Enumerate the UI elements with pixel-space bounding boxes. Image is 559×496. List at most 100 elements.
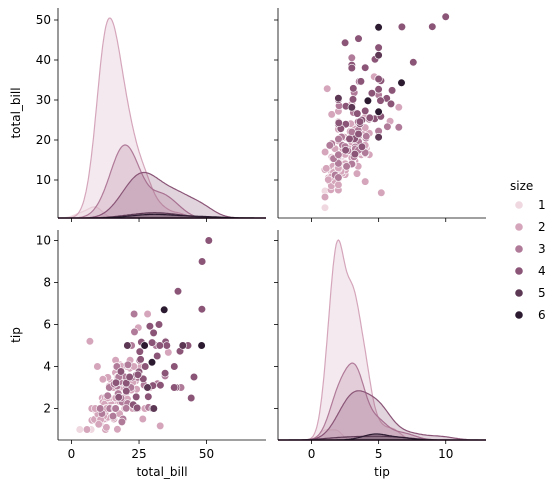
cell-total-bill-kde bbox=[58, 17, 266, 219]
scatter-point-size-4 bbox=[162, 341, 171, 350]
scatter-point-size-3 bbox=[108, 412, 118, 421]
scatter-point-size-3 bbox=[347, 53, 356, 62]
scatter-point-size-5 bbox=[347, 103, 356, 112]
scatter-point-size-4 bbox=[144, 392, 153, 401]
y-tick-label: 50 bbox=[36, 13, 51, 27]
legend-marker-size-1 bbox=[515, 201, 523, 209]
scatter-point-size-3 bbox=[123, 360, 133, 369]
scatter-point-size-3 bbox=[103, 391, 112, 400]
scatter-point-size-5 bbox=[374, 133, 383, 142]
scatter-point-size-4 bbox=[341, 38, 350, 47]
scatter-point-size-3 bbox=[325, 141, 334, 150]
legend-label-size-5: 5 bbox=[538, 286, 546, 300]
scatter-point-size-2 bbox=[113, 425, 122, 434]
scatter-point-size-4 bbox=[354, 34, 363, 43]
scatter-point-size-4 bbox=[148, 338, 157, 347]
scatter-point-size-6 bbox=[160, 305, 169, 314]
scatter-point-size-1 bbox=[75, 425, 84, 434]
scatter-point-size-4 bbox=[357, 142, 367, 151]
y-tick-label: 30 bbox=[36, 93, 51, 107]
y-tick-label: 2 bbox=[43, 402, 51, 416]
scatter-point-size-4 bbox=[350, 150, 360, 159]
scatter-point-size-4 bbox=[334, 118, 343, 127]
scatter-point-size-4 bbox=[386, 99, 396, 108]
scatter-point-size-4 bbox=[198, 257, 207, 266]
cell-total-bill-vs-tip-scatter bbox=[320, 12, 450, 212]
scatter-point-size-4 bbox=[341, 146, 350, 155]
scatter-point-size-4 bbox=[111, 378, 121, 387]
legend-marker-size-5 bbox=[515, 289, 523, 297]
legend-marker-size-4 bbox=[515, 267, 523, 275]
legend-marker-size-6 bbox=[515, 311, 523, 319]
scatter-point-size-4 bbox=[116, 367, 125, 376]
scatter-point-size-6 bbox=[140, 341, 149, 350]
scatter-point-size-5 bbox=[143, 383, 152, 392]
legend-label-size-3: 3 bbox=[538, 242, 546, 256]
scatter-point-size-6 bbox=[397, 78, 406, 87]
scatter-point-size-4 bbox=[136, 355, 145, 364]
y-tick-label: 8 bbox=[43, 276, 51, 290]
scatter-point-size-4 bbox=[348, 95, 358, 104]
scatter-point-size-5 bbox=[123, 341, 132, 350]
legend-label-size-1: 1 bbox=[538, 198, 546, 212]
y-axis-label: tip bbox=[9, 327, 23, 343]
scatter-point-size-4 bbox=[349, 84, 358, 93]
x-tick-label: 0 bbox=[308, 447, 316, 461]
y-tick-label: 4 bbox=[43, 360, 51, 374]
scatter-point-size-1 bbox=[320, 203, 330, 212]
scatter-point-size-2 bbox=[322, 164, 331, 173]
scatter-point-size-4 bbox=[374, 43, 383, 52]
scatter-point-size-3 bbox=[342, 162, 351, 171]
x-axis-label: tip bbox=[374, 465, 390, 479]
scatter-point-size-4 bbox=[139, 374, 148, 384]
scatter-point-size-2 bbox=[102, 423, 111, 432]
scatter-point-size-4 bbox=[153, 351, 162, 361]
x-tick-label: 0 bbox=[68, 447, 76, 461]
scatter-point-size-3 bbox=[394, 123, 403, 132]
scatter-point-size-3 bbox=[117, 417, 126, 427]
y-axis-label: total_bill bbox=[9, 87, 23, 138]
scatter-point-size-4 bbox=[149, 328, 158, 338]
y-tick-label: 10 bbox=[36, 173, 51, 187]
scatter-point-size-5 bbox=[374, 51, 383, 60]
scatter-point-size-3 bbox=[334, 150, 343, 159]
scatter-point-size-3 bbox=[383, 122, 392, 131]
y-tick-label: 6 bbox=[43, 318, 51, 332]
scatter-point-size-4 bbox=[376, 96, 385, 105]
scatter-point-size-4 bbox=[374, 74, 383, 84]
scatter-point-size-4 bbox=[397, 22, 407, 32]
scatter-point-size-4 bbox=[374, 85, 383, 94]
scatter-point-size-4 bbox=[365, 113, 374, 122]
scatter-point-size-2 bbox=[321, 147, 330, 157]
scatter-point-size-4 bbox=[204, 236, 213, 245]
scatter-point-size-4 bbox=[353, 109, 362, 118]
scatter-point-size-3 bbox=[122, 404, 131, 413]
scatter-point-size-4 bbox=[155, 341, 164, 350]
scatter-point-size-5 bbox=[178, 341, 187, 350]
cell-tip-vs-total-bill-scatter bbox=[75, 236, 213, 434]
x-tick-label: 10 bbox=[438, 447, 453, 461]
scatter-point-size-4 bbox=[156, 381, 165, 390]
legend-marker-size-2 bbox=[515, 223, 523, 231]
legend: size 1 2 3 4 5 6 bbox=[510, 179, 546, 322]
scatter-point-size-4 bbox=[133, 403, 142, 413]
scatter-point-size-6 bbox=[363, 96, 373, 105]
scatter-point-size-4 bbox=[114, 393, 123, 402]
scatter-point-size-4 bbox=[345, 134, 354, 143]
scatter-point-size-2 bbox=[323, 84, 332, 93]
scatter-point-size-2 bbox=[93, 362, 102, 371]
scatter-point-size-2 bbox=[377, 188, 386, 197]
scatter-point-size-4 bbox=[361, 106, 370, 115]
cell-tip-kde bbox=[278, 239, 486, 441]
y-tick-label: 40 bbox=[36, 53, 51, 67]
scatter-point-size-3 bbox=[362, 132, 371, 141]
scatter-point-size-2 bbox=[394, 103, 403, 112]
scatter-point-size-4 bbox=[141, 362, 150, 371]
scatter-point-size-3 bbox=[334, 135, 343, 144]
legend-marker-size-3 bbox=[515, 245, 523, 253]
scatter-point-size-4 bbox=[170, 383, 179, 392]
scatter-point-size-2 bbox=[82, 425, 92, 434]
scatter-point-size-4 bbox=[145, 322, 154, 331]
scatter-point-size-3 bbox=[111, 404, 120, 413]
